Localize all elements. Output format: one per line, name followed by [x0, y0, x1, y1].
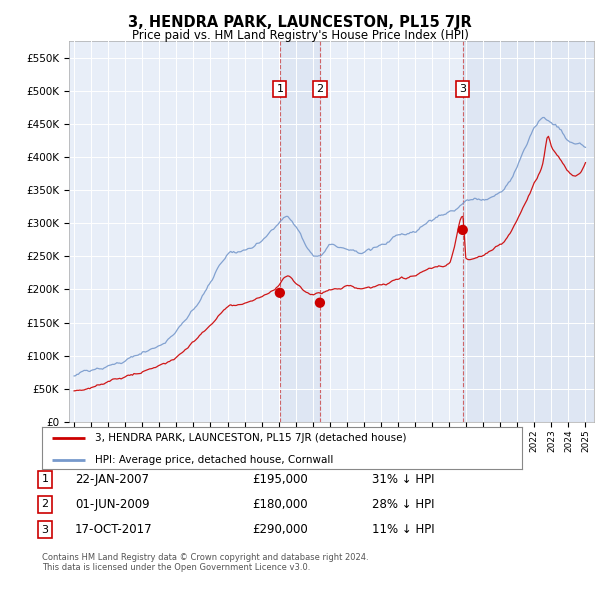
- Text: 17-OCT-2017: 17-OCT-2017: [75, 523, 152, 536]
- Text: 28% ↓ HPI: 28% ↓ HPI: [372, 498, 434, 511]
- Text: Contains HM Land Registry data © Crown copyright and database right 2024.: Contains HM Land Registry data © Crown c…: [42, 553, 368, 562]
- Text: 31% ↓ HPI: 31% ↓ HPI: [372, 473, 434, 486]
- Point: [458, 225, 467, 235]
- Text: 01-JUN-2009: 01-JUN-2009: [75, 498, 149, 511]
- Text: HPI: Average price, detached house, Cornwall: HPI: Average price, detached house, Corn…: [95, 455, 333, 465]
- Bar: [280, 41, 320, 422]
- Text: Price paid vs. HM Land Registry's House Price Index (HPI): Price paid vs. HM Land Registry's House …: [131, 30, 469, 42]
- Text: 3, HENDRA PARK, LAUNCESTON, PL15 7JR: 3, HENDRA PARK, LAUNCESTON, PL15 7JR: [128, 15, 472, 30]
- Text: This data is licensed under the Open Government Licence v3.0.: This data is licensed under the Open Gov…: [42, 563, 310, 572]
- Text: 11% ↓ HPI: 11% ↓ HPI: [372, 523, 434, 536]
- Text: £290,000: £290,000: [252, 523, 308, 536]
- Point: [275, 288, 284, 297]
- Point: [315, 298, 325, 307]
- Bar: [463, 41, 594, 422]
- Text: 2: 2: [316, 84, 323, 94]
- Text: £195,000: £195,000: [252, 473, 308, 486]
- Text: 1: 1: [41, 474, 49, 484]
- Text: 2: 2: [41, 500, 49, 509]
- Text: 3, HENDRA PARK, LAUNCESTON, PL15 7JR (detached house): 3, HENDRA PARK, LAUNCESTON, PL15 7JR (de…: [95, 434, 406, 444]
- Text: 3: 3: [459, 84, 466, 94]
- Text: 1: 1: [277, 84, 283, 94]
- Text: £180,000: £180,000: [252, 498, 308, 511]
- Text: 22-JAN-2007: 22-JAN-2007: [75, 473, 149, 486]
- Text: 3: 3: [41, 525, 49, 535]
